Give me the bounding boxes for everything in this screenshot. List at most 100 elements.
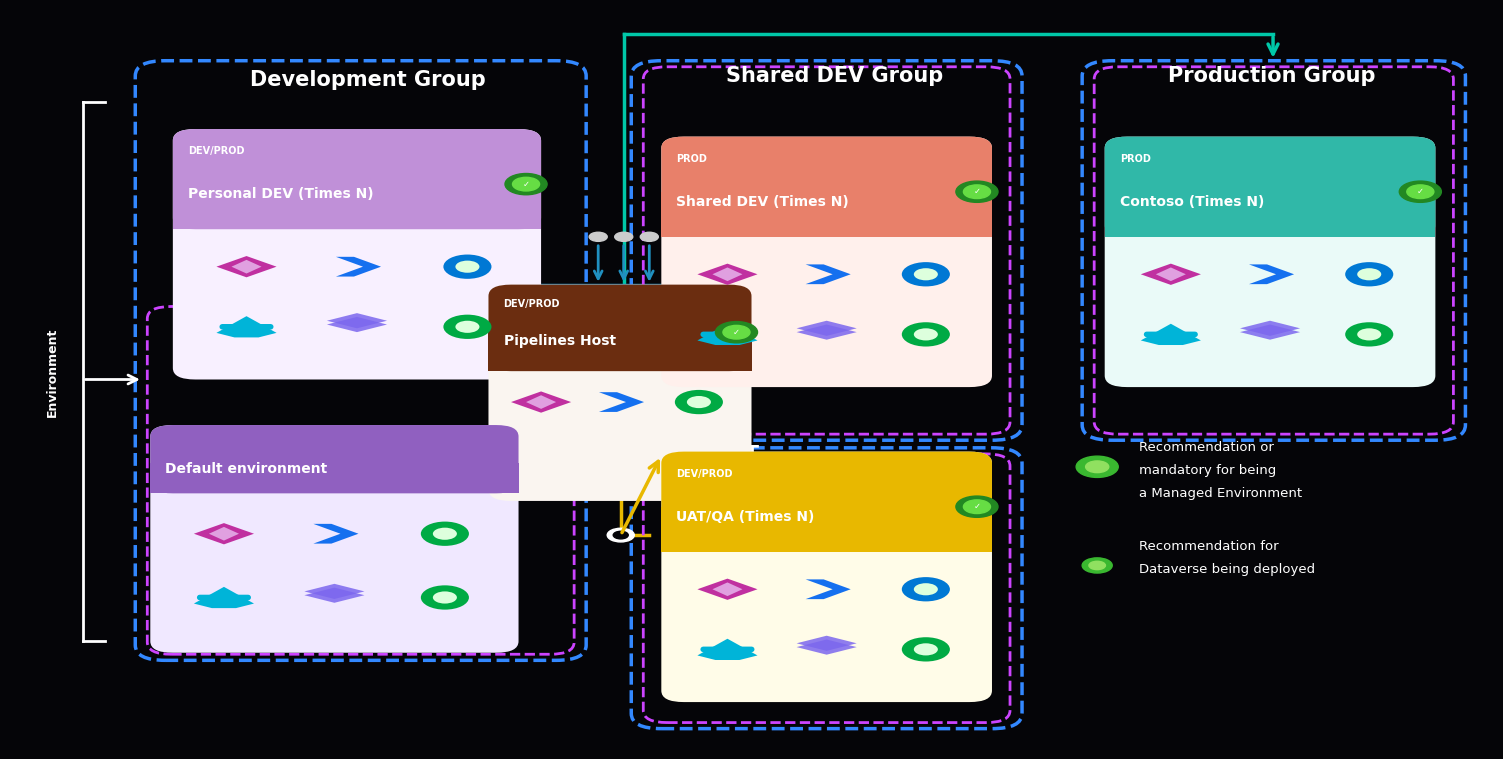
Bar	[661, 507, 992, 552]
Polygon shape	[712, 267, 742, 281]
Circle shape	[914, 644, 938, 656]
FancyBboxPatch shape	[661, 137, 992, 387]
Text: Default environment: Default environment	[165, 462, 328, 477]
Polygon shape	[194, 587, 254, 608]
FancyBboxPatch shape	[173, 129, 541, 229]
Text: Dataverse being deployed: Dataverse being deployed	[1139, 562, 1315, 576]
Text: ✓: ✓	[523, 180, 529, 189]
Circle shape	[1082, 558, 1112, 573]
Polygon shape	[697, 578, 758, 600]
Circle shape	[455, 260, 479, 272]
Text: DEV/PROD: DEV/PROD	[188, 146, 245, 156]
Circle shape	[1357, 329, 1381, 341]
Circle shape	[1088, 562, 1106, 569]
Circle shape	[640, 232, 658, 241]
Polygon shape	[697, 263, 758, 285]
Circle shape	[902, 577, 950, 601]
Bar	[173, 184, 541, 229]
Text: Contoso (Times N): Contoso (Times N)	[1120, 195, 1264, 209]
Circle shape	[723, 326, 750, 339]
Polygon shape	[1156, 267, 1186, 281]
Circle shape	[902, 323, 950, 347]
Circle shape	[715, 322, 758, 343]
FancyBboxPatch shape	[173, 129, 541, 380]
Text: Pipelines Host: Pipelines Host	[504, 334, 616, 348]
Bar	[488, 332, 752, 371]
Text: PROD: PROD	[1120, 153, 1151, 164]
Circle shape	[1085, 461, 1109, 473]
FancyBboxPatch shape	[661, 137, 992, 237]
Text: ✓: ✓	[974, 187, 980, 197]
Polygon shape	[1249, 264, 1294, 284]
Text: Production Group: Production Group	[1168, 66, 1375, 86]
Polygon shape	[598, 392, 643, 412]
Text: Development Group: Development Group	[251, 70, 485, 90]
Circle shape	[433, 528, 457, 540]
Text: ✓: ✓	[733, 328, 739, 337]
Circle shape	[443, 315, 491, 339]
FancyBboxPatch shape	[1105, 137, 1435, 387]
Text: Shared DEV Group: Shared DEV Group	[726, 66, 942, 86]
Polygon shape	[328, 317, 388, 332]
Polygon shape	[1240, 325, 1300, 340]
Circle shape	[914, 583, 938, 595]
Polygon shape	[806, 264, 851, 284]
Circle shape	[613, 531, 628, 539]
Polygon shape	[526, 395, 556, 409]
FancyBboxPatch shape	[150, 425, 519, 653]
Polygon shape	[313, 524, 358, 543]
FancyBboxPatch shape	[150, 425, 519, 493]
Polygon shape	[712, 582, 742, 596]
Bar	[661, 192, 992, 237]
Polygon shape	[335, 257, 382, 276]
Bar	[1105, 192, 1435, 237]
Text: Personal DEV (Times N): Personal DEV (Times N)	[188, 187, 374, 201]
Circle shape	[443, 254, 491, 279]
Circle shape	[902, 638, 950, 662]
Text: Environment: Environment	[47, 327, 59, 417]
Circle shape	[956, 496, 998, 518]
Bar	[150, 463, 519, 493]
Polygon shape	[304, 587, 364, 603]
Polygon shape	[797, 640, 857, 655]
FancyBboxPatch shape	[488, 285, 752, 501]
Circle shape	[914, 329, 938, 341]
Text: Recommendation for: Recommendation for	[1139, 540, 1279, 553]
Text: DEV/PROD: DEV/PROD	[676, 468, 733, 479]
Polygon shape	[216, 256, 277, 277]
Text: ✓: ✓	[1417, 187, 1423, 197]
Text: mandatory for being: mandatory for being	[1139, 464, 1276, 477]
Polygon shape	[797, 321, 857, 336]
Circle shape	[607, 528, 634, 542]
Circle shape	[615, 232, 633, 241]
Circle shape	[956, 181, 998, 203]
Polygon shape	[216, 317, 277, 338]
Polygon shape	[697, 639, 758, 660]
Text: DEV/PROD: DEV/PROD	[504, 298, 561, 309]
Circle shape	[675, 390, 723, 414]
Polygon shape	[209, 527, 239, 540]
FancyBboxPatch shape	[488, 285, 752, 371]
Polygon shape	[797, 325, 857, 340]
Text: ✓: ✓	[974, 502, 980, 512]
FancyBboxPatch shape	[661, 452, 992, 702]
Text: PROD: PROD	[676, 153, 708, 164]
Circle shape	[513, 178, 540, 191]
Circle shape	[421, 521, 469, 546]
Polygon shape	[1141, 263, 1201, 285]
Polygon shape	[304, 584, 364, 599]
FancyBboxPatch shape	[661, 452, 992, 552]
Circle shape	[1399, 181, 1441, 203]
Text: Recommendation or: Recommendation or	[1139, 441, 1275, 455]
Polygon shape	[194, 523, 254, 544]
Circle shape	[1357, 268, 1381, 280]
Circle shape	[589, 232, 607, 241]
Circle shape	[963, 500, 990, 514]
Circle shape	[1345, 262, 1393, 286]
FancyBboxPatch shape	[1105, 137, 1435, 237]
Circle shape	[433, 591, 457, 603]
Circle shape	[914, 268, 938, 280]
Circle shape	[1407, 185, 1434, 199]
Text: Shared DEV (Times N): Shared DEV (Times N)	[676, 195, 849, 209]
Circle shape	[687, 396, 711, 408]
